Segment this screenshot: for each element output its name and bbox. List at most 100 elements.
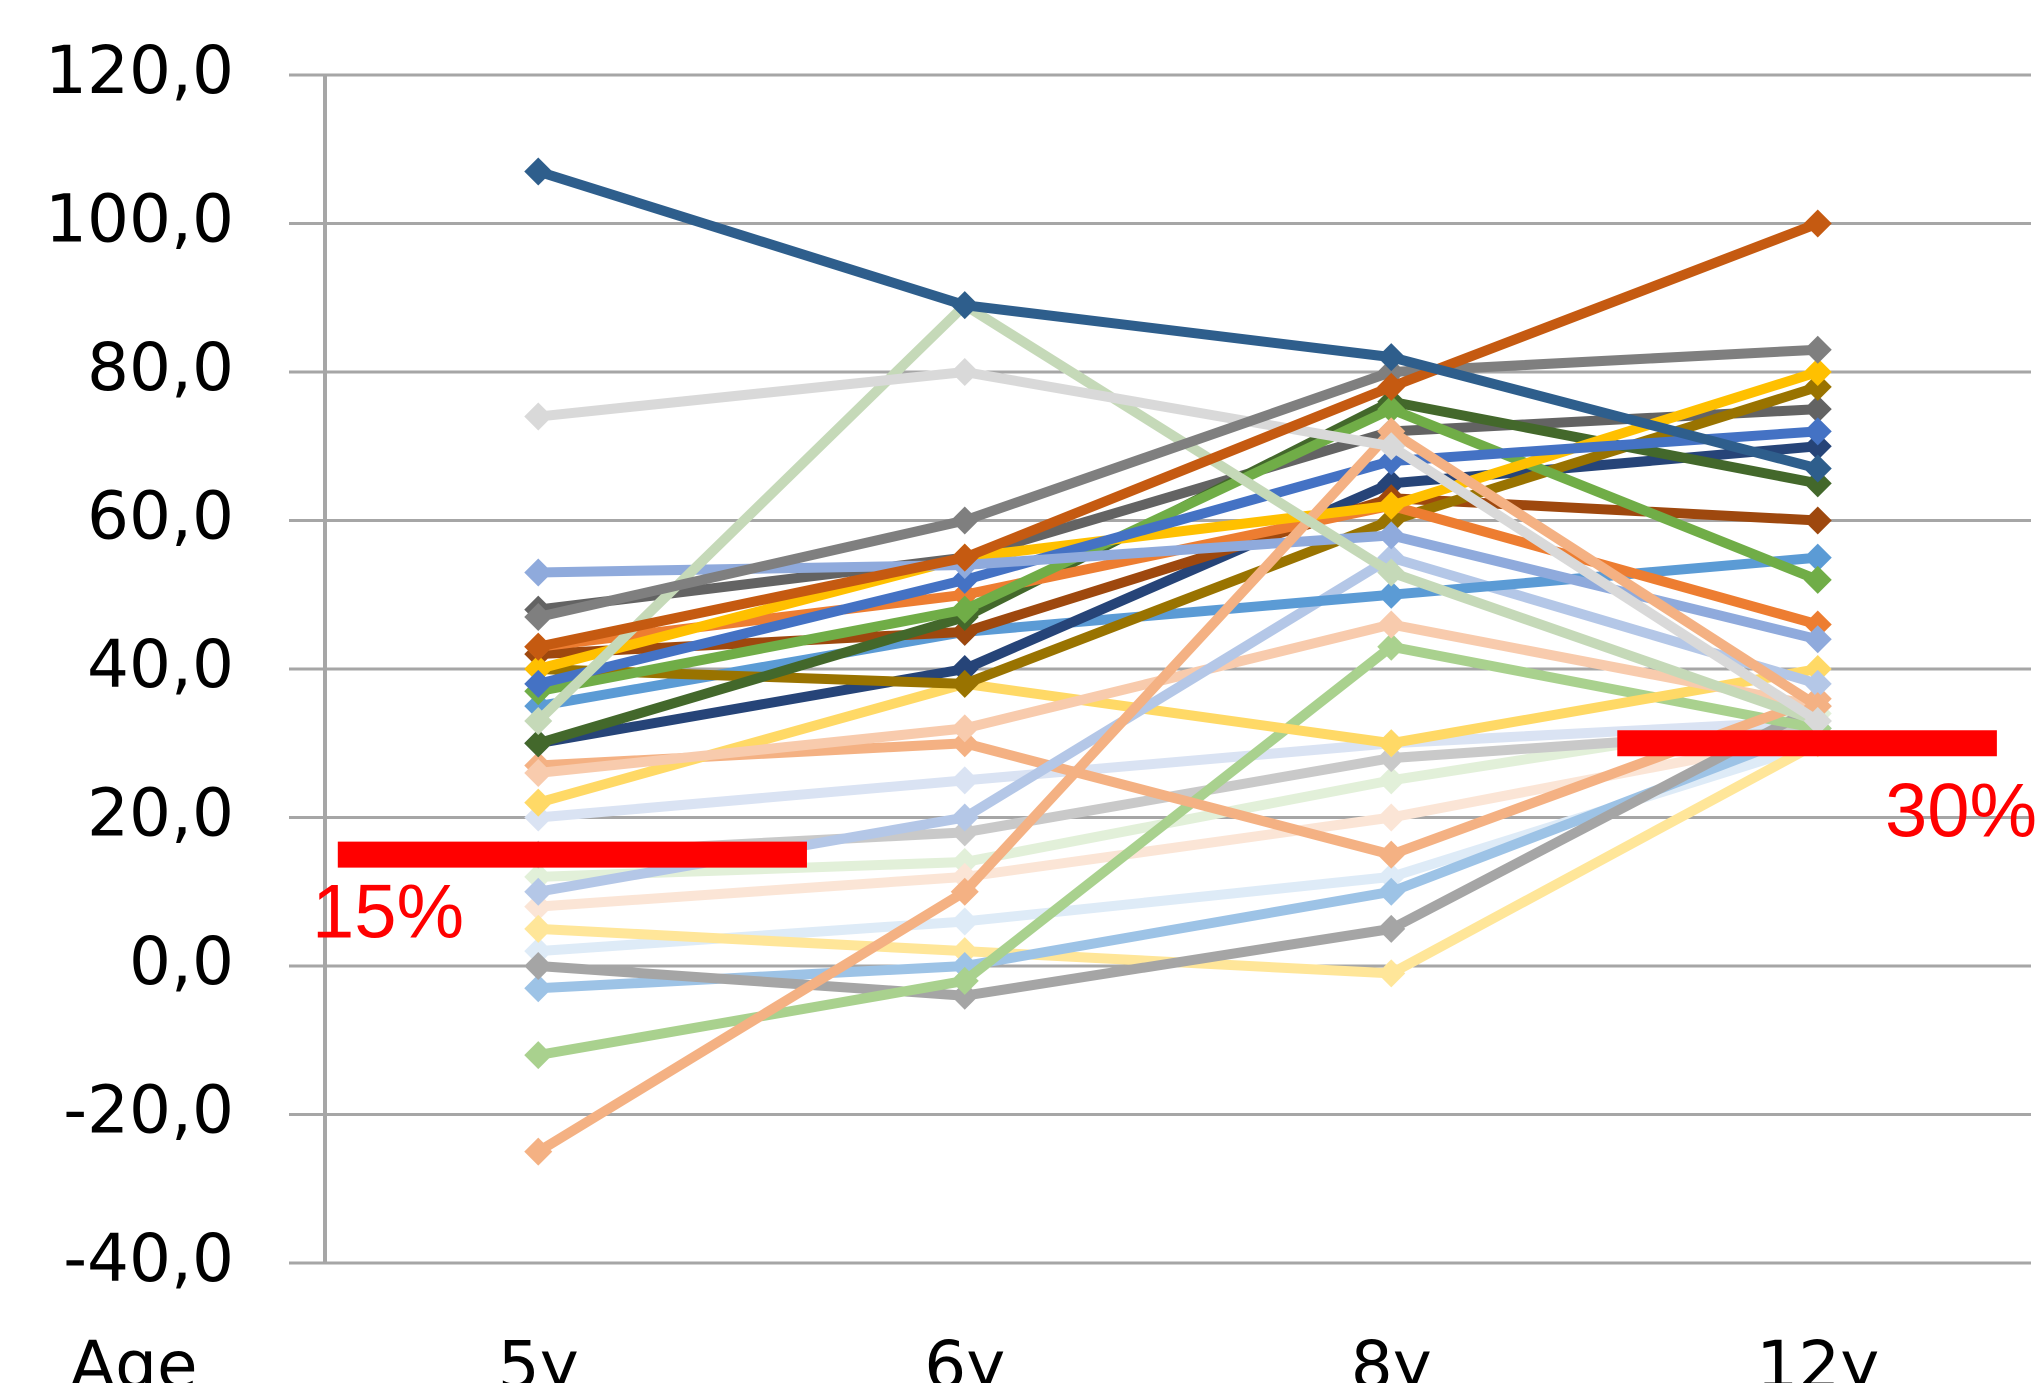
series-line	[537, 404, 1820, 697]
x-tick-label: 12y	[1756, 1327, 1879, 1383]
series-line	[535, 426, 1821, 1156]
marker	[1803, 469, 1832, 498]
series-line	[537, 715, 1819, 823]
y-tick-label: 100,0	[45, 181, 234, 258]
marker	[524, 157, 553, 186]
reference-bar	[1617, 730, 1997, 757]
marker	[1377, 521, 1406, 550]
marker	[524, 655, 553, 683]
y-tick-label: 120,0	[45, 32, 234, 109]
y-tick-label: 60,0	[87, 478, 234, 555]
marker	[950, 291, 979, 320]
marker	[1377, 803, 1406, 832]
series-line	[536, 166, 1820, 474]
marker	[1803, 655, 1832, 683]
series-line	[537, 218, 1820, 652]
marker	[1803, 432, 1832, 461]
marker	[950, 714, 979, 743]
marker	[1803, 706, 1832, 735]
marker	[950, 543, 979, 572]
marker	[524, 632, 553, 661]
marker	[1377, 610, 1406, 639]
marker	[1377, 372, 1406, 401]
marker	[524, 729, 553, 758]
marker	[1803, 417, 1832, 446]
marker	[524, 862, 553, 891]
marker	[1803, 335, 1832, 364]
marker	[524, 803, 553, 832]
x-tick-label: 6y	[924, 1327, 1005, 1383]
marker	[1803, 543, 1832, 572]
y-tick-label: 80,0	[87, 329, 234, 406]
marker	[950, 907, 979, 936]
marker	[1803, 395, 1832, 424]
marker	[1803, 209, 1832, 238]
marker	[524, 877, 553, 906]
marker	[1377, 914, 1406, 943]
marker	[1377, 632, 1406, 661]
marker	[950, 595, 979, 624]
marker	[524, 758, 553, 787]
marker	[1803, 506, 1832, 535]
marker	[950, 877, 979, 906]
marker	[1803, 454, 1832, 483]
marker	[950, 803, 979, 832]
marker	[950, 729, 979, 758]
reference-bar	[337, 841, 807, 868]
marker	[1377, 729, 1406, 758]
marker	[1377, 469, 1406, 498]
x-tick-label: 8y	[1351, 1327, 1432, 1383]
series-line	[534, 300, 1820, 726]
marker	[1377, 343, 1406, 372]
y-tick-label: -20,0	[63, 1072, 234, 1149]
annotation-label: 15%	[312, 870, 464, 955]
marker	[950, 966, 979, 995]
marker	[950, 669, 979, 698]
marker	[1377, 766, 1406, 795]
marker	[524, 402, 553, 431]
y-tick-label: 20,0	[87, 775, 234, 852]
marker	[1377, 580, 1406, 609]
marker	[1803, 372, 1832, 401]
marker	[950, 818, 979, 847]
series-line	[537, 426, 1819, 689]
marker	[524, 706, 553, 735]
marker	[950, 506, 979, 535]
marker	[524, 892, 553, 921]
series-line	[537, 619, 1819, 778]
marker	[524, 974, 553, 1003]
y-tick-label: 0,0	[129, 923, 234, 1000]
marker	[950, 937, 979, 966]
marker	[524, 937, 553, 966]
marker	[524, 1137, 553, 1166]
marker	[950, 848, 979, 877]
marker	[950, 766, 979, 795]
series-line	[537, 552, 1819, 712]
series-line	[536, 664, 1819, 808]
marker	[1377, 558, 1406, 587]
marker	[1803, 625, 1832, 654]
marker	[1377, 417, 1406, 446]
annotation-label: 30%	[1885, 768, 2037, 853]
marker	[1377, 491, 1406, 520]
marker	[1377, 840, 1406, 869]
series-line	[537, 367, 1821, 726]
marker	[950, 617, 979, 646]
marker	[1377, 959, 1406, 988]
series-line	[537, 441, 1819, 749]
marker	[524, 914, 553, 943]
series-line	[537, 404, 1819, 615]
series-line	[536, 367, 1820, 674]
marker	[1803, 669, 1832, 698]
marker	[1377, 506, 1406, 535]
marker	[524, 788, 553, 817]
marker	[524, 952, 553, 980]
marker	[524, 558, 553, 587]
marker	[1377, 395, 1406, 424]
series-line	[537, 344, 1819, 622]
marker	[950, 565, 979, 594]
series-line	[537, 701, 1821, 1001]
marker	[950, 358, 979, 386]
marker	[1377, 744, 1406, 773]
